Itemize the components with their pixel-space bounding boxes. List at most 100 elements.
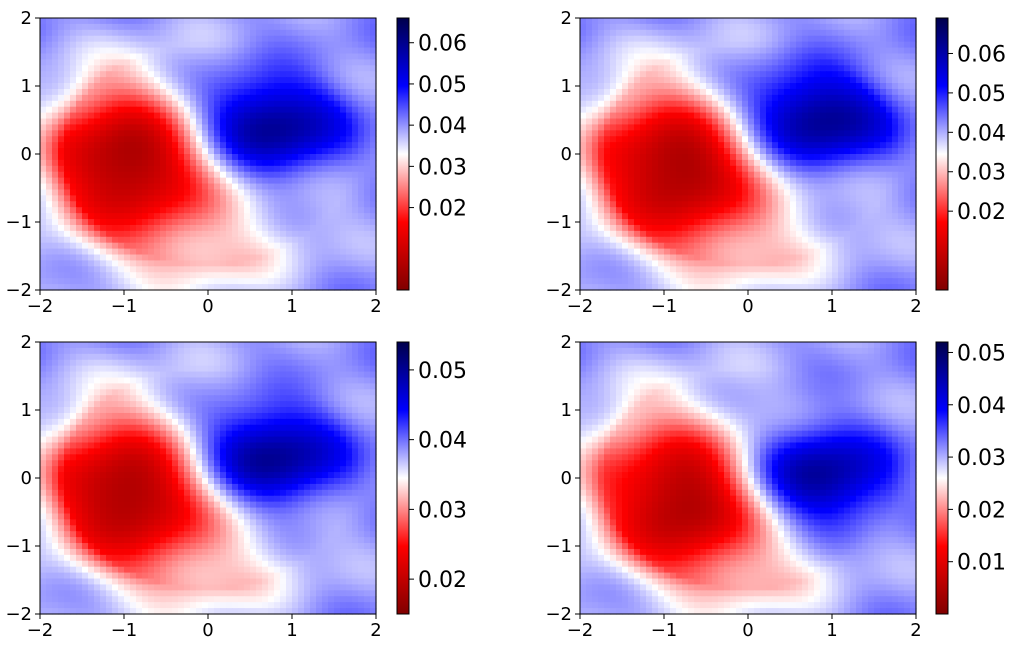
heatmap-cell bbox=[52, 118, 59, 126]
heatmap-cell bbox=[634, 177, 641, 185]
heatmap-cell bbox=[694, 71, 701, 78]
heatmap-cell bbox=[634, 47, 641, 55]
heatmap-cell bbox=[76, 53, 83, 60]
heatmap-cell bbox=[274, 272, 281, 279]
heatmap-cell bbox=[244, 35, 251, 43]
heatmap-cell bbox=[832, 124, 839, 131]
colorbar: 0.020.030.040.050.06 bbox=[396, 17, 467, 291]
heatmap-cell bbox=[892, 124, 899, 131]
heatmap-cell bbox=[844, 242, 851, 250]
heatmap-cell bbox=[82, 112, 89, 120]
heatmap-cell bbox=[892, 189, 899, 196]
heatmap-cell bbox=[250, 195, 257, 202]
heatmap-cell bbox=[706, 177, 713, 185]
heatmap-cell bbox=[712, 224, 719, 232]
heatmap-cell bbox=[874, 35, 881, 43]
heatmap-cell bbox=[298, 224, 305, 232]
heatmap-cell bbox=[364, 124, 371, 131]
heatmap-cell bbox=[202, 195, 209, 202]
heatmap-cell bbox=[82, 29, 89, 37]
heatmap-cell bbox=[304, 177, 311, 185]
heatmap-cell bbox=[112, 106, 119, 114]
heatmap-cell bbox=[622, 29, 629, 37]
heatmap-cell bbox=[64, 189, 71, 196]
heatmap-cell bbox=[664, 201, 671, 208]
heatmap-cell bbox=[688, 242, 695, 250]
heatmap-cell bbox=[370, 260, 377, 267]
heatmap-cell bbox=[796, 47, 803, 55]
heatmap-cell bbox=[136, 136, 143, 143]
heatmap-cell bbox=[364, 284, 371, 291]
heatmap-cell bbox=[718, 142, 725, 149]
heatmap-cell bbox=[160, 154, 167, 161]
heatmap-cell bbox=[772, 83, 779, 90]
heatmap-cell bbox=[118, 118, 125, 126]
heatmap-cell bbox=[796, 71, 803, 78]
heatmap-cell bbox=[292, 207, 299, 214]
heatmap-cell bbox=[304, 94, 311, 102]
heatmap-cell bbox=[820, 207, 827, 214]
heatmap-cell bbox=[706, 201, 713, 208]
heatmap-cell bbox=[76, 71, 83, 78]
heatmap-cell bbox=[220, 213, 227, 220]
heatmap-cell bbox=[94, 183, 101, 191]
heatmap-cell bbox=[682, 130, 689, 137]
heatmap-cell bbox=[868, 260, 875, 267]
heatmap-cell bbox=[832, 183, 839, 191]
heatmap-cell bbox=[328, 35, 335, 43]
heatmap-cell bbox=[766, 260, 773, 267]
heatmap-cell bbox=[154, 219, 161, 226]
heatmap-cell bbox=[130, 83, 137, 90]
heatmap-cell bbox=[154, 248, 161, 256]
heatmap-cell bbox=[592, 266, 599, 273]
heatmap-cell bbox=[874, 136, 881, 143]
heatmap-cell bbox=[304, 142, 311, 149]
heatmap-cell bbox=[82, 136, 89, 143]
heatmap-cell bbox=[706, 77, 713, 84]
heatmap-cell bbox=[130, 165, 137, 173]
heatmap-cell bbox=[130, 18, 137, 25]
heatmap-cell bbox=[154, 266, 161, 273]
heatmap-cell bbox=[190, 47, 197, 55]
heatmap-cell bbox=[286, 94, 293, 102]
heatmap-cell bbox=[604, 230, 611, 238]
heatmap-cell bbox=[802, 224, 809, 232]
heatmap-cell bbox=[628, 260, 635, 267]
heatmap-cell bbox=[100, 183, 107, 191]
heatmap-cell bbox=[694, 112, 701, 120]
heatmap-cell bbox=[298, 266, 305, 273]
heatmap-cell bbox=[796, 130, 803, 137]
heatmap-cell bbox=[694, 118, 701, 126]
heatmap-cell bbox=[268, 23, 275, 31]
heatmap-cell bbox=[256, 118, 263, 126]
heatmap-cell bbox=[598, 83, 605, 90]
heatmap-cell bbox=[106, 88, 113, 96]
heatmap-cell bbox=[40, 207, 47, 214]
heatmap-cell bbox=[214, 165, 221, 173]
heatmap-cell bbox=[676, 94, 683, 102]
heatmap-cell bbox=[76, 254, 83, 262]
heatmap-cell bbox=[142, 272, 149, 279]
heatmap-cell bbox=[370, 266, 377, 273]
heatmap-cell bbox=[88, 112, 95, 120]
heatmap-cell bbox=[46, 124, 53, 131]
heatmap-cell bbox=[610, 207, 617, 214]
heatmap-cell bbox=[622, 112, 629, 120]
heatmap-cell bbox=[64, 230, 71, 238]
heatmap-cell bbox=[664, 189, 671, 196]
heatmap-cell bbox=[346, 272, 353, 279]
heatmap-cell bbox=[802, 165, 809, 173]
heatmap-cell bbox=[610, 242, 617, 250]
heatmap-cell bbox=[628, 248, 635, 256]
heatmap-cell bbox=[880, 165, 887, 173]
heatmap-cell bbox=[238, 171, 245, 179]
heatmap-cell bbox=[82, 236, 89, 244]
heatmap-cell bbox=[220, 266, 227, 273]
heatmap-cell bbox=[238, 47, 245, 55]
heatmap-cell bbox=[130, 171, 137, 179]
heatmap-cell bbox=[640, 83, 647, 90]
heatmap-cell bbox=[880, 59, 887, 66]
heatmap-cell bbox=[58, 118, 65, 126]
heatmap-cell bbox=[688, 213, 695, 220]
heatmap-cell bbox=[838, 248, 845, 256]
